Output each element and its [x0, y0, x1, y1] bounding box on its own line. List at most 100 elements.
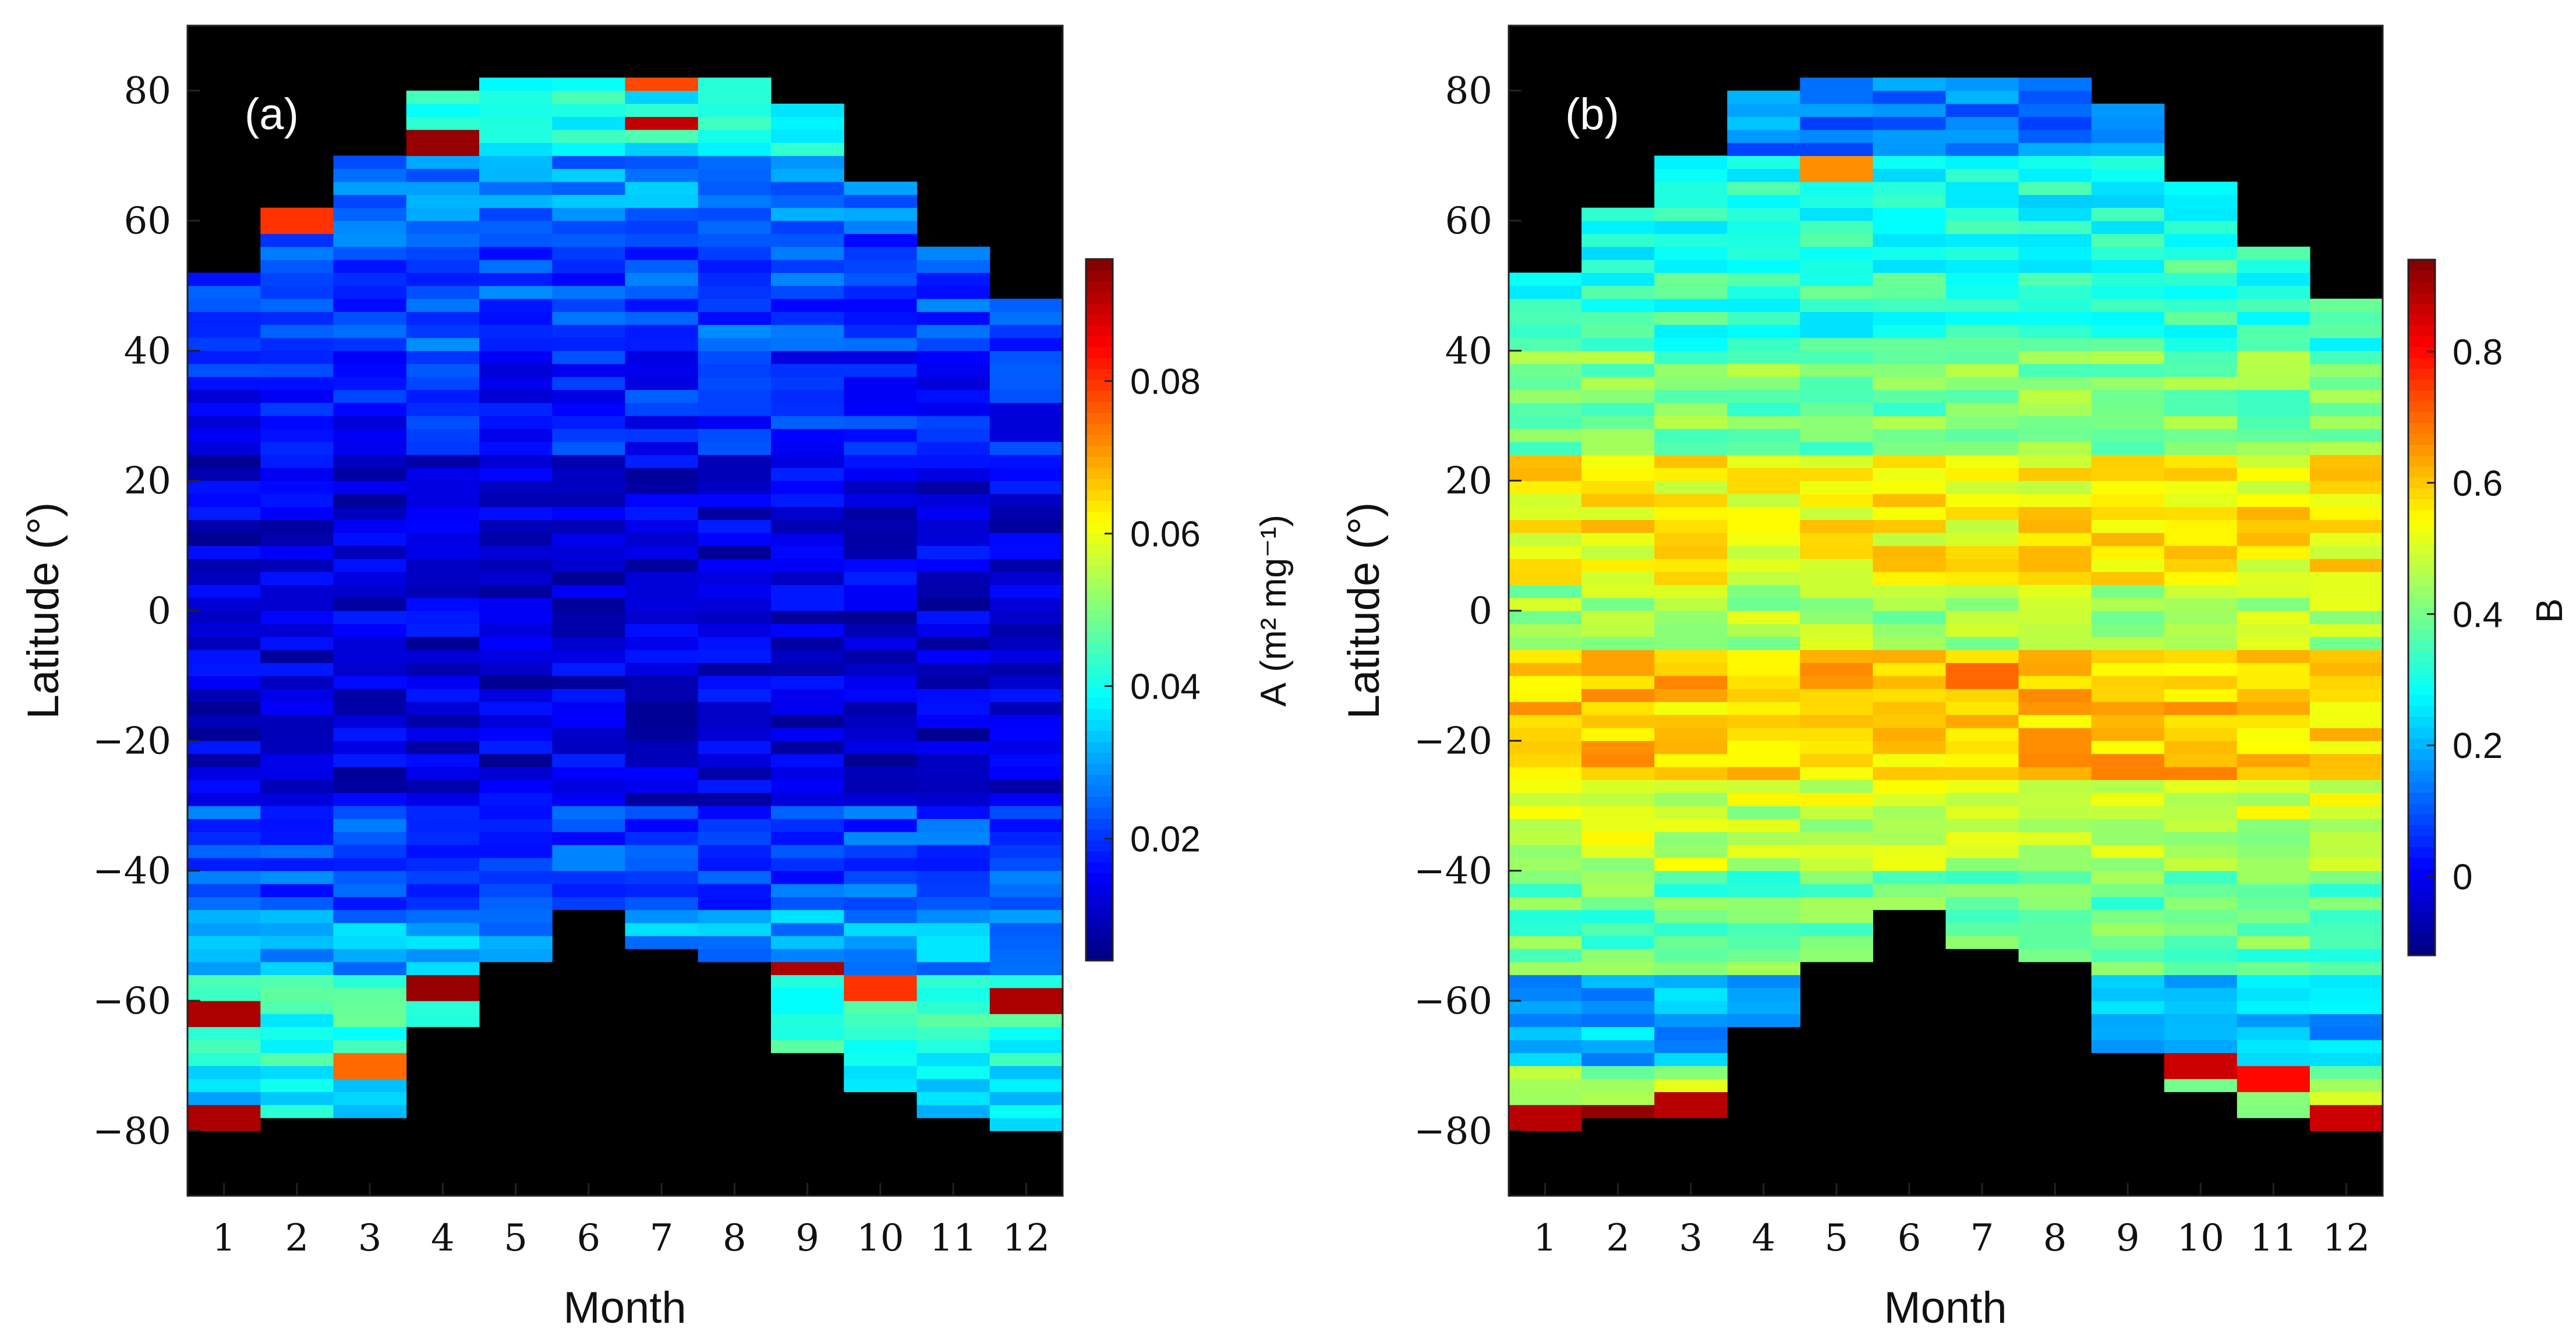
heatmap-cell: [406, 636, 480, 650]
heatmap-cell: [2091, 585, 2165, 598]
heatmap-cell: [771, 792, 844, 806]
heatmap-cell: [187, 494, 261, 507]
heatmap-cell: [187, 936, 261, 950]
heatmap-cell: [844, 819, 918, 833]
heatmap-cell: [2091, 285, 2165, 299]
heatmap-cell: [1800, 753, 1873, 767]
heatmap-cell: [1581, 246, 1655, 260]
heatmap-cell: [1654, 728, 1728, 741]
heatmap-cell: [1945, 324, 2019, 338]
heatmap-cell: [552, 558, 626, 572]
heatmap-cell: [1509, 831, 1582, 845]
heatmap-cell: [2309, 806, 2383, 819]
heatmap-cell: [2309, 780, 2383, 794]
heatmap-cell: [1727, 233, 1800, 247]
heatmap-cell: [625, 819, 699, 833]
heatmap-cell: [2164, 650, 2238, 663]
heatmap-cell: [552, 155, 626, 169]
heatmap-cell: [187, 689, 261, 702]
heatmap-cell: [989, 714, 1063, 728]
heatmap-cell: [1800, 597, 1873, 611]
heatmap-cell: [1945, 767, 2019, 780]
colorbar-segment: [1086, 555, 1113, 566]
heatmap-cell: [771, 428, 844, 442]
heatmap-cell: [1509, 1092, 1582, 1106]
heatmap-cell: [260, 714, 334, 728]
heatmap-cell: [187, 572, 261, 585]
heatmap-cell: [698, 129, 772, 143]
heatmap-cell: [1509, 897, 1582, 911]
heatmap-cell: [625, 221, 699, 234]
heatmap-cell: [1945, 467, 2019, 481]
heatmap-cell: [989, 506, 1063, 520]
heatmap-cell: [1581, 870, 1655, 884]
heatmap-cell: [844, 1065, 918, 1079]
heatmap-cell: [625, 285, 699, 299]
heatmap-cell: [406, 624, 480, 637]
heatmap-cell: [333, 363, 407, 377]
heatmap-cell: [1509, 792, 1582, 806]
heatmap-cell: [698, 663, 772, 676]
heatmap-cell: [1873, 129, 1947, 143]
heatmap-cell: [552, 441, 626, 455]
heatmap-cell: [2309, 467, 2383, 481]
colorbar-segment: [2408, 303, 2435, 315]
heatmap-cell: [1509, 416, 1582, 429]
heatmap-cell: [1581, 597, 1655, 611]
heatmap-cell: [1945, 753, 2019, 767]
heatmap-cell: [1727, 702, 1800, 715]
heatmap-cell: [552, 104, 626, 117]
heatmap-cell: [260, 428, 334, 442]
heatmap-cell: [1581, 299, 1655, 312]
heatmap-cell: [1654, 533, 1728, 546]
heatmap-cell: [406, 182, 480, 195]
heatmap-cell: [1509, 987, 1582, 1001]
heatmap-cell: [625, 741, 699, 754]
heatmap-cell: [2018, 221, 2092, 234]
colorbar-segment: [2408, 423, 2435, 434]
heatmap-cell: [771, 780, 844, 794]
heatmap-cell: [2309, 533, 2383, 546]
heatmap-cell: [2309, 909, 2383, 923]
heatmap-cell: [2164, 506, 2238, 520]
colorbar-segment: [1086, 653, 1113, 665]
heatmap-cell: [1873, 143, 1947, 156]
heatmap-cell: [333, 350, 407, 364]
heatmap-cell: [406, 870, 480, 884]
heatmap-cell: [479, 663, 553, 676]
heatmap-cell: [2164, 923, 2238, 936]
heatmap-cell: [187, 831, 261, 845]
heatmap-cell: [406, 233, 480, 247]
heatmap-cell: [844, 428, 918, 442]
heatmap-cell: [1873, 260, 1947, 273]
heatmap-cell: [406, 545, 480, 559]
heatmap-cell: [333, 389, 407, 403]
colorbar-segment: [1086, 281, 1113, 293]
heatmap-cell: [552, 285, 626, 299]
heatmap-cell: [260, 597, 334, 611]
heatmap-cell: [479, 104, 553, 117]
heatmap-cell: [1581, 792, 1655, 806]
heatmap-cell: [917, 1065, 990, 1079]
heatmap-cell: [625, 467, 699, 481]
heatmap-cell: [1727, 923, 1800, 936]
heatmap-cell: [917, 1092, 990, 1106]
heatmap-cell: [1727, 792, 1800, 806]
heatmap-cell: [844, 753, 918, 767]
heatmap-cell: [2237, 597, 2310, 611]
heatmap-cell: [260, 389, 334, 403]
heatmap-cell: [187, 962, 261, 975]
heatmap-cell: [552, 870, 626, 884]
heatmap-cell: [1727, 221, 1800, 234]
heatmap-cell: [2309, 611, 2383, 624]
x-tick-label: 9: [795, 1217, 819, 1260]
colorbar-segment: [1086, 478, 1113, 490]
heatmap-cell: [552, 767, 626, 780]
heatmap-cell: [1727, 636, 1800, 650]
heatmap-cell: [1509, 1026, 1582, 1040]
heatmap-cell: [1727, 402, 1800, 416]
heatmap-cell: [552, 233, 626, 247]
heatmap-cell: [2018, 311, 2092, 325]
heatmap-cell: [771, 689, 844, 702]
heatmap-cell: [989, 858, 1063, 872]
